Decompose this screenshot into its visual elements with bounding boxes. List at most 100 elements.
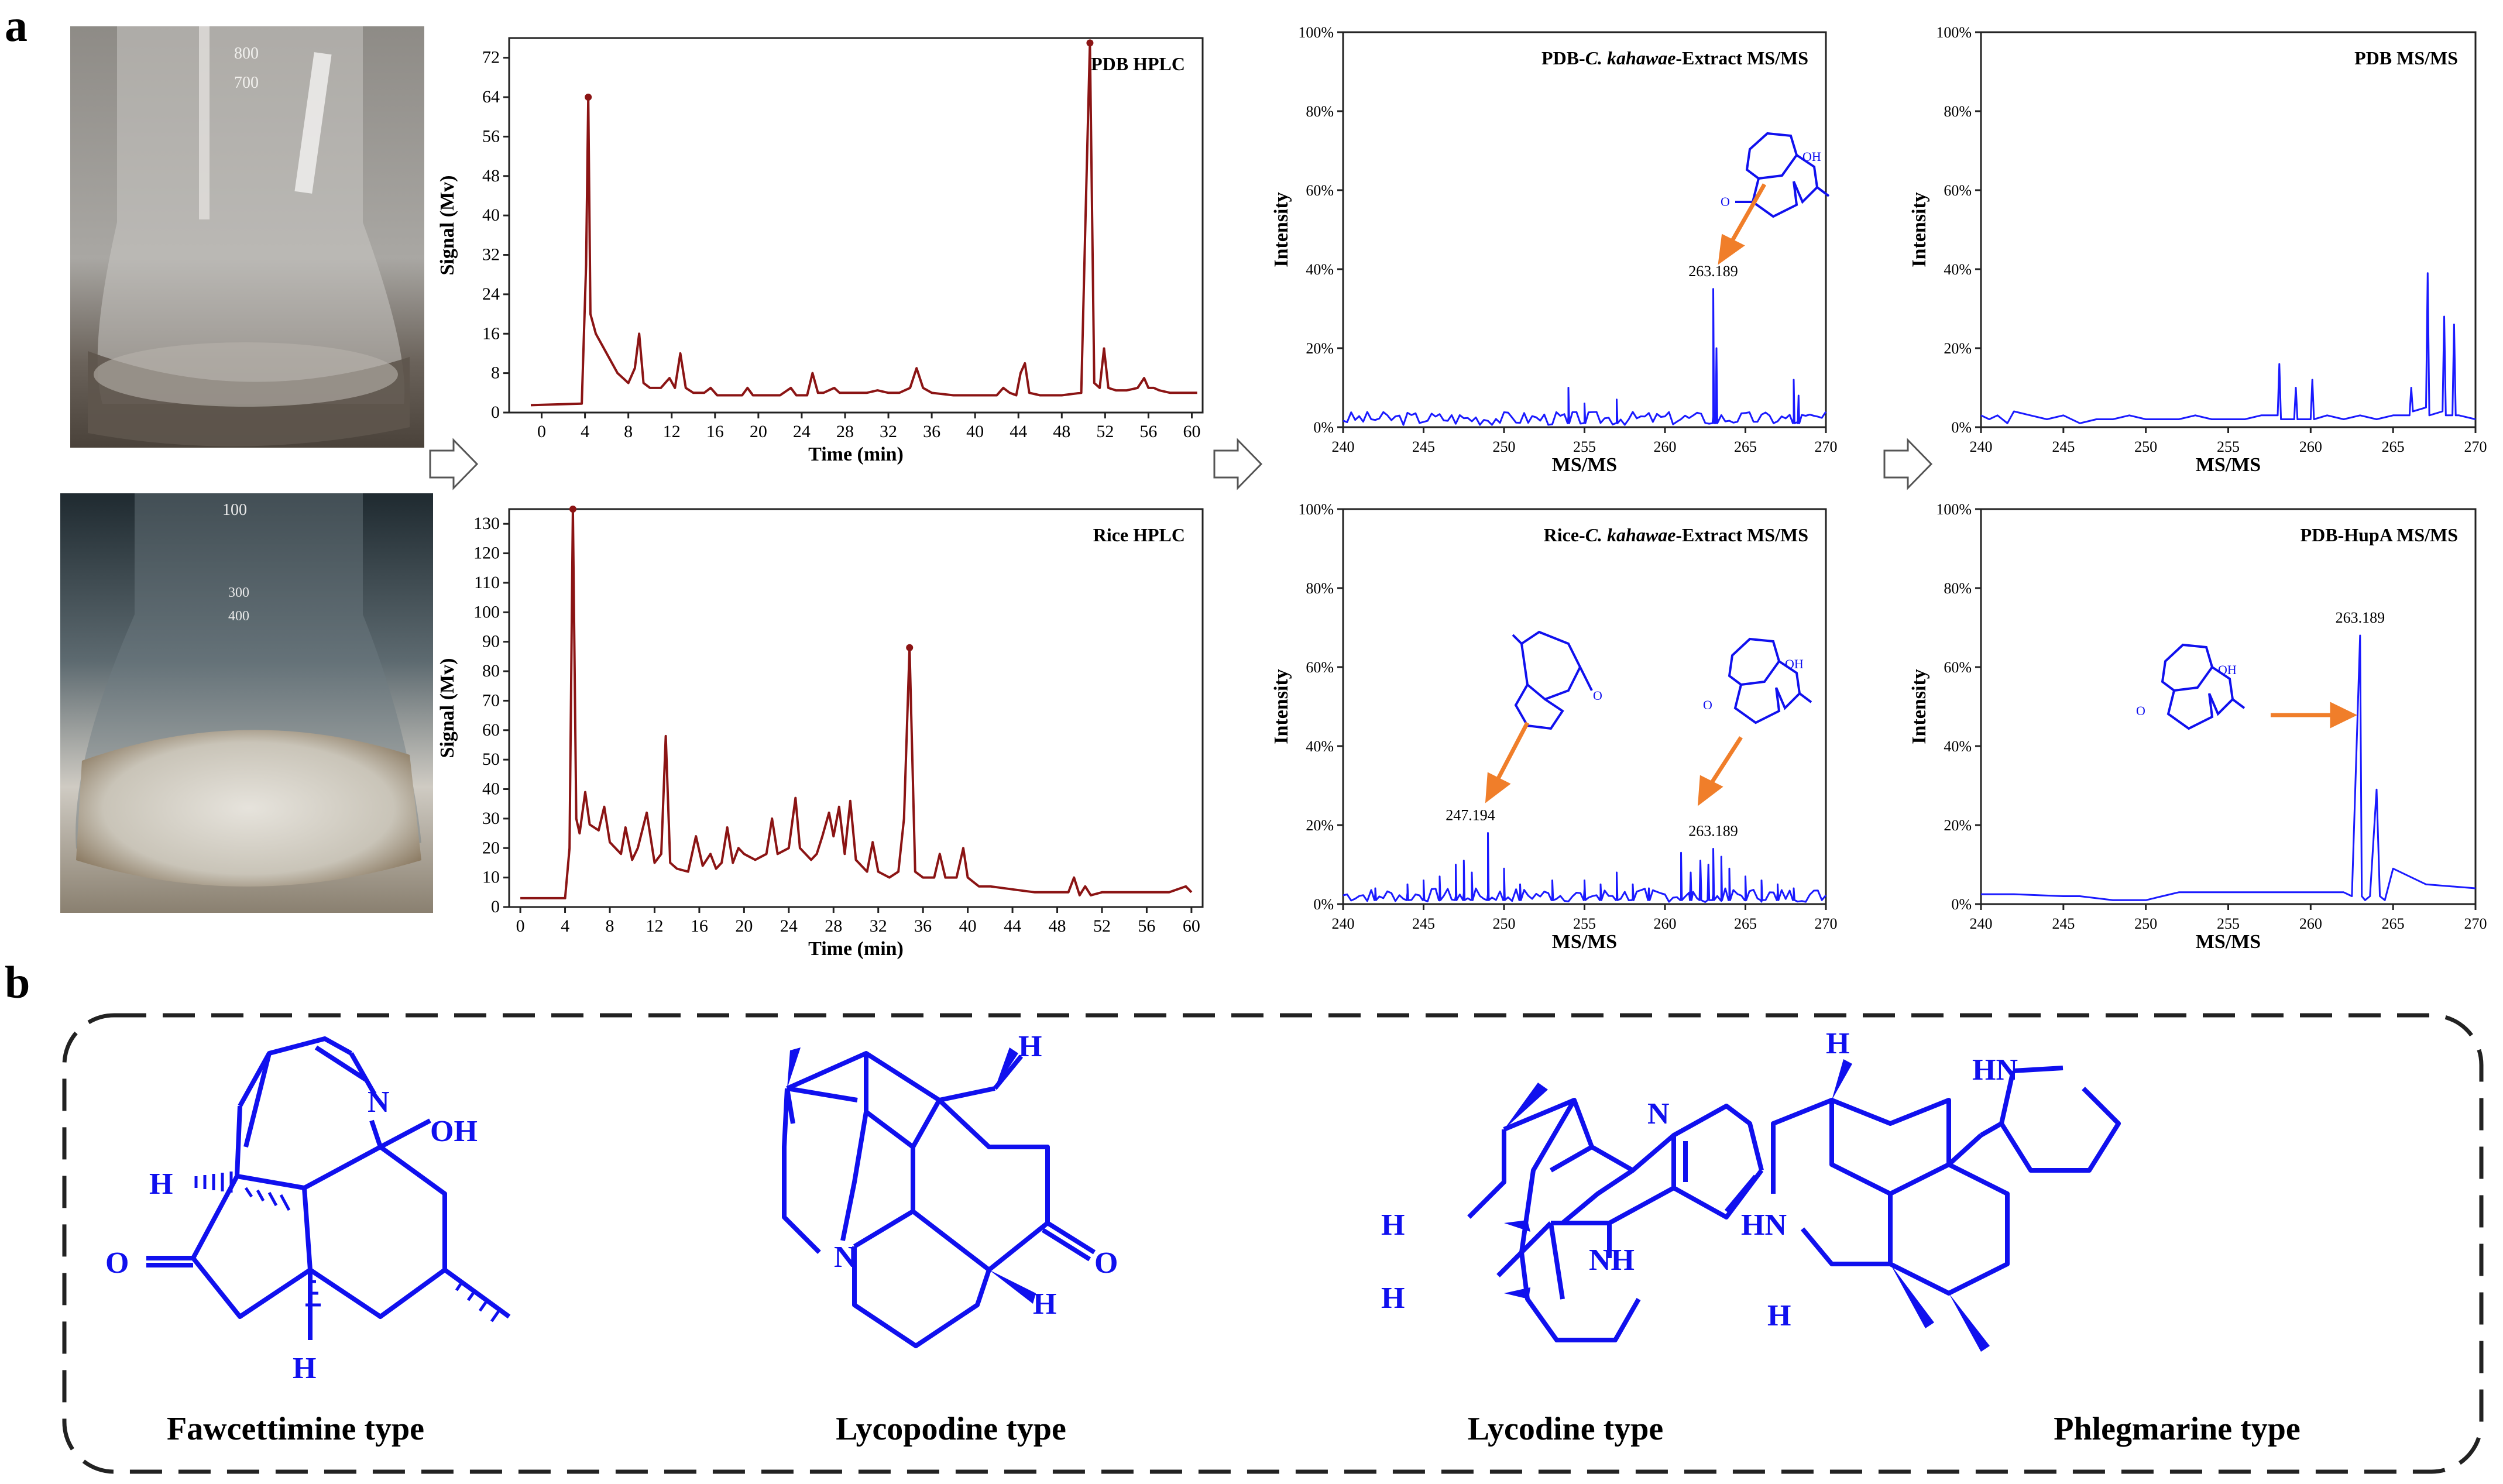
phleg-atom-hn1: HN (1972, 1053, 2018, 1087)
inset-atom-oh-1: OH (1802, 149, 1821, 164)
phleg-wedge-2 (1832, 1059, 1852, 1100)
plot-frame (1342, 508, 1827, 905)
x-tick-label: 250 (1493, 915, 1516, 932)
x-tick-label: 250 (2134, 438, 2157, 455)
plot-frame (508, 37, 1204, 414)
y-tick-label: 70 (482, 691, 500, 710)
x-tick-label: 270 (1815, 915, 1838, 932)
x-tick-label: 12 (646, 916, 663, 936)
inset-structure-huperzine-3 (2161, 643, 2246, 730)
x-tick-label: 245 (2052, 915, 2075, 932)
y-tick-label: 0% (1951, 419, 1972, 436)
lycod-atom-nh: NH (1589, 1243, 1635, 1277)
x-tick-label: 240 (1332, 915, 1355, 932)
structure-label-lycodine: Lycodine type (1468, 1411, 1663, 1447)
x-tick-label: 8 (606, 916, 614, 936)
chart-pdb-hplc: 0 4 8 12 16 20 24 28 32 36 40 44 48 52 56 6008162432404… (437, 37, 1204, 465)
chart-rice-extract-msms: 240 245 250 255 260 265 270 0% 20% 40% 60% 80% 100% M… (1271, 501, 1838, 953)
chart-rice-hplc: 0 4 8 12 16 20 24 28 32 36 40 44 48 52 56 6001020304050… (437, 506, 1204, 960)
chart-title: PDB-HupA MS/MS (2301, 524, 2458, 545)
x-tick-label: 32 (870, 916, 887, 936)
y-tick-label: 16 (482, 324, 500, 343)
y-tick-label: 60 (482, 720, 500, 740)
x-tick-label: 12 (663, 422, 681, 441)
y-tick-label: 110 (474, 573, 500, 592)
svg-text:100: 100 (222, 501, 247, 519)
y-tick-label: 0% (1951, 896, 1972, 913)
inset-atom-o-2: O (1593, 688, 1602, 703)
x-tick-label: 255 (2217, 915, 2240, 932)
y-tick-label: 100% (1936, 501, 1972, 518)
inset-atom-o-4: O (2136, 703, 2145, 718)
chart-pdb-msms: 240 245 250 255 260 265 270 0% 20% 40% 60% 80% 100% M… (1908, 24, 2487, 476)
orange-arrow-3 (1697, 736, 1743, 806)
phleg-wedge-3 (1949, 1293, 1990, 1352)
chart-title: Rice-C. kahawae-Extract MS/MS (1544, 524, 1808, 545)
x-tick-label: 260 (1654, 438, 1677, 455)
x-tick-label: 270 (1815, 438, 1838, 455)
x-tick-label: 250 (1493, 438, 1516, 455)
x-tick-label: 60 (1183, 916, 1200, 936)
phleg-atom-h2: H (1767, 1299, 1791, 1332)
inset-structure-lycopodine (1512, 630, 1593, 730)
x-tick-label: 245 (2052, 438, 2075, 455)
x-tick-label: 52 (1096, 422, 1114, 441)
lycodine-wedge-1 (1504, 1083, 1548, 1129)
x-tick-label: 28 (825, 916, 842, 936)
y-tick-label: 40 (482, 205, 500, 225)
y-tick-label: 64 (482, 87, 500, 107)
x-tick-label: 250 (2134, 915, 2157, 932)
y-tick-label: 0% (1313, 896, 1334, 913)
faw-atom-o: O (105, 1246, 129, 1280)
lyc-atom-n: N (834, 1241, 856, 1274)
peak-marker (585, 94, 592, 101)
x-tick-label: 52 (1093, 916, 1111, 936)
block-arrow-2 (1213, 438, 1263, 490)
inset-atom-o-3: O (1703, 698, 1712, 712)
x-tick-label: 240 (1970, 438, 1993, 455)
lyc-atom-o: O (1094, 1246, 1118, 1280)
peak-label: 247.194 (1446, 807, 1495, 824)
block-arrow-3 (1883, 438, 1933, 490)
peak-marker (569, 506, 576, 513)
y-tick-label: 80% (1306, 580, 1334, 597)
lycod-atom-n: N (1647, 1097, 1670, 1131)
y-tick-label: 20% (1306, 340, 1334, 357)
x-tick-label: 44 (1010, 422, 1027, 441)
lycodine-wedge-3 (1504, 1287, 1530, 1299)
x-tick-label: 270 (2464, 438, 2487, 455)
peak-marker (906, 644, 914, 651)
x-tick-label: 24 (780, 916, 798, 936)
x-tick-label: 56 (1139, 422, 1157, 441)
x-tick-label: 40 (966, 422, 984, 441)
x-axis-label: MS/MS (1552, 931, 1617, 953)
x-tick-label: 255 (1573, 915, 1596, 932)
peak-marker (1086, 39, 1094, 47)
lycopodine-wedge-3 (989, 1270, 1036, 1304)
x-tick-label: 8 (624, 422, 633, 441)
peak-label: 263.189 (1688, 263, 1738, 280)
x-tick-label: 245 (1412, 438, 1435, 455)
x-tick-label: 265 (2382, 438, 2405, 455)
structure-label-fawcettimine: Fawcettimine type (167, 1411, 424, 1447)
y-tick-label: 20% (1944, 817, 1972, 834)
faw-atom-oh: OH (430, 1115, 478, 1148)
rice-flask-photo: 100 300 400 (60, 493, 433, 913)
lycod-atom-h1: H (1381, 1208, 1405, 1242)
x-tick-label: 240 (1970, 915, 1993, 932)
x-axis-label: Time (min) (808, 938, 904, 960)
y-tick-label: 48 (482, 166, 500, 186)
chart-title: PDB-C. kahawae-Extract MS/MS (1541, 47, 1808, 68)
y-tick-label: 40% (1944, 738, 1972, 755)
lycodine-wedge-2 (1504, 1220, 1530, 1232)
pdb-flask-photo: 800 700 (70, 26, 424, 448)
x-tick-label: 265 (2382, 915, 2405, 932)
x-tick-label: 48 (1053, 422, 1070, 441)
x-tick-label: 260 (2299, 438, 2322, 455)
peak-label: 263.189 (1688, 823, 1738, 840)
y-tick-label: 80% (1944, 580, 1972, 597)
y-axis-label: Intensity (1908, 192, 1930, 267)
x-tick-label: 44 (1004, 916, 1021, 936)
x-tick-label: 28 (836, 422, 854, 441)
